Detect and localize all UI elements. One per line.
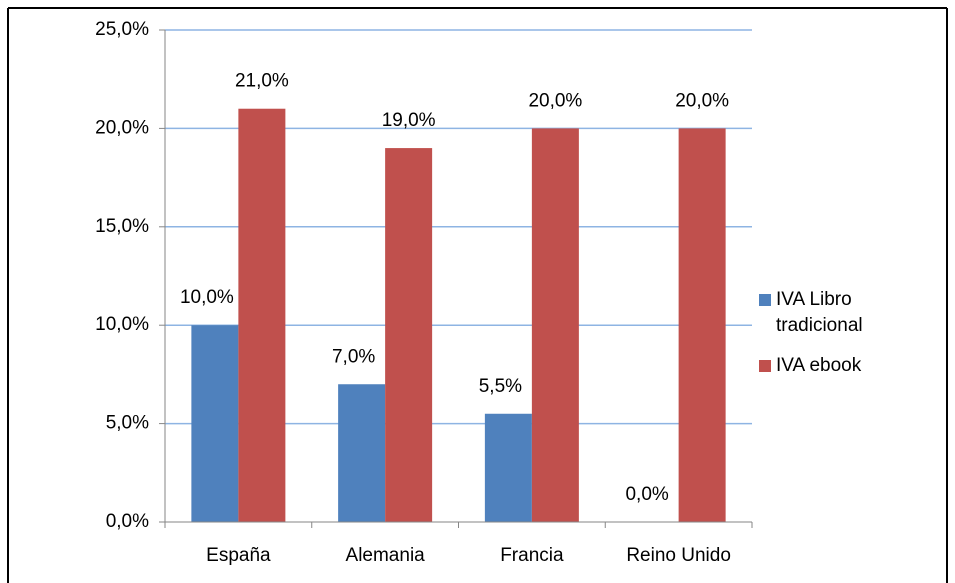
y-tick-label: 0,0%: [106, 511, 149, 532]
bar: [238, 108, 286, 522]
legend-swatch: [759, 294, 771, 306]
bar: [385, 148, 433, 522]
data-label: 20,0%: [675, 90, 729, 111]
data-label: 19,0%: [382, 110, 436, 131]
y-tick-label: 20,0%: [95, 117, 149, 138]
x-tick-label: España: [206, 545, 271, 566]
legend-swatch: [759, 360, 771, 372]
y-tick-label: 25,0%: [95, 19, 149, 40]
data-label: 5,5%: [479, 376, 522, 397]
x-tick-label: Reino Unido: [626, 545, 731, 566]
data-label: 7,0%: [332, 346, 375, 367]
legend-label: IVA Libro tradicional: [776, 289, 863, 336]
bar: [531, 128, 579, 522]
y-tick-label: 5,0%: [106, 413, 149, 434]
y-tick-label: 15,0%: [95, 216, 149, 237]
bar: [191, 325, 239, 522]
data-label: 21,0%: [235, 71, 289, 92]
bar: [484, 413, 532, 522]
x-tick-label: Francia: [500, 545, 564, 566]
data-label: 20,0%: [528, 90, 582, 111]
bar: [338, 384, 386, 522]
data-label: 10,0%: [180, 287, 234, 308]
data-label: 0,0%: [625, 484, 668, 505]
y-tick-label: 10,0%: [95, 314, 149, 335]
x-tick-label: Alemania: [346, 545, 426, 566]
bar: [678, 128, 726, 522]
legend-label: IVA ebook: [776, 355, 862, 376]
